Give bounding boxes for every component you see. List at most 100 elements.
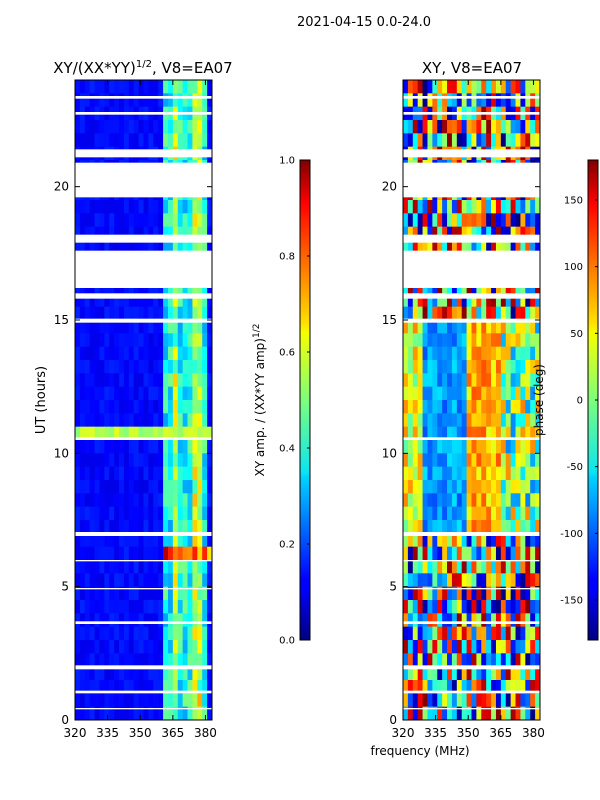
phase-heatmap-cell [486, 440, 492, 454]
phase-heatmap-cell [412, 666, 419, 681]
phase-heatmap-cell [432, 213, 438, 228]
amp-heatmap-cell [153, 666, 159, 681]
phase-heatmap-cell [451, 653, 458, 668]
phase-heatmap-cell [481, 466, 487, 481]
amp-heatmap-cell [104, 120, 110, 134]
phase-heatmap-cell [481, 613, 487, 628]
phase-heatmap-cell [407, 293, 414, 308]
amp-heatmap-cell [172, 373, 179, 388]
phase-heatmap-cell [495, 133, 502, 148]
amp-heatmap-cell [104, 480, 110, 494]
amp-heatmap-cell [114, 320, 120, 334]
amp-heatmap-cell [109, 213, 115, 228]
amp-heatmap-cell [133, 413, 140, 428]
phase-heatmap-cell [442, 613, 448, 628]
amp-heatmap-cell [167, 133, 174, 148]
amp-heatmap-cell [207, 226, 212, 241]
phase-heatmap-cell [432, 226, 438, 241]
amp-heatmap-cell [148, 240, 154, 254]
phase-heatmap-cell [466, 226, 473, 241]
phase-heatmap-cell [456, 120, 463, 134]
phase-heatmap-cell [505, 600, 512, 614]
amp-heatmap-cell [192, 240, 198, 254]
phase-heatmap-cell [486, 133, 492, 148]
phase-heatmap-cell [403, 93, 409, 108]
phase-heatmap-cell [466, 680, 473, 694]
phase-heatmap-cell [525, 200, 531, 214]
amp-heatmap-cell [177, 493, 184, 508]
amp-heatmap-cell [158, 120, 164, 134]
amp-heatmap-cell [177, 440, 184, 454]
amp-heatmap-cell [109, 360, 115, 374]
amp-colorbar-label: XY amp. / (XX*YY amp)1/2 [252, 324, 267, 477]
phase-heatmap-cell [412, 80, 419, 94]
amp-heatmap-cell [123, 306, 130, 321]
amp-heatmap-cell [99, 133, 105, 148]
amp-gap-band [75, 149, 212, 158]
phase-heatmap-cell [422, 653, 429, 668]
amp-heatmap-cell [99, 213, 105, 228]
amp-heatmap-cell [104, 320, 110, 334]
amp-heatmap-cell [158, 400, 164, 414]
amp-heatmap-cell [109, 533, 115, 548]
phase-heatmap-cell [486, 573, 492, 588]
phase-heatmap-cell [432, 466, 438, 481]
amp-heatmap-cell [133, 586, 140, 601]
amp-heatmap-cell [109, 693, 115, 708]
phase-heatmap-cell [417, 533, 424, 548]
amp-heatmap-cell [99, 453, 105, 468]
phase-heatmap-cell [471, 466, 477, 481]
amp-heatmap-cell [123, 426, 130, 441]
amp-heatmap-cell [197, 586, 203, 601]
amp-heatmap-cell [94, 680, 101, 694]
amp-heatmap-cell [172, 413, 179, 428]
amp-heatmap-cell [172, 653, 179, 668]
phase-heatmap-cell [476, 560, 482, 574]
phase-heatmap-cell [466, 573, 473, 588]
phase-heatmap-cell [515, 560, 522, 574]
amp-heatmap-cell [128, 706, 135, 720]
phase-heatmap-cell [535, 226, 540, 241]
phase-heatmap-cell [466, 413, 473, 428]
phase-heatmap-cell [530, 440, 536, 454]
phase-heatmap-cell [535, 346, 540, 361]
phase-heatmap-cell [510, 240, 517, 254]
phase-heatmap-cell [407, 133, 414, 148]
amp-heatmap-cell [158, 320, 164, 334]
amp-heatmap-cell [153, 333, 159, 348]
amp-heatmap-cell [99, 120, 105, 134]
phase-heatmap-cell [495, 440, 502, 454]
phase-heatmap-cell [535, 640, 540, 654]
phase-heatmap-cell [456, 693, 463, 708]
phase-heatmap-cell [412, 200, 419, 214]
amp-heatmap-cell [89, 706, 96, 720]
phase-heatmap-cell [530, 520, 536, 534]
phase-heatmap-cell [510, 560, 517, 574]
amp-heatmap-cell [104, 440, 110, 454]
amp-heatmap-cell [153, 586, 159, 601]
amp-x-tick-label: 335 [96, 726, 119, 740]
amp-heatmap-cell [163, 613, 169, 628]
amp-heatmap-cell [109, 293, 115, 308]
phase-heatmap-cell [422, 600, 429, 614]
amp-heatmap-cell [94, 480, 101, 494]
phase-heatmap-cell [432, 440, 438, 454]
phase-heatmap-cell [447, 480, 453, 494]
amp-heatmap-cell [148, 680, 154, 694]
amp-heatmap-cell [75, 360, 81, 374]
phase-heatmap-cell [530, 706, 536, 720]
phase-heatmap-cell [505, 440, 512, 454]
phase-heatmap-cell [451, 600, 458, 614]
amp-heatmap-cell [94, 93, 101, 108]
phase-heatmap-cell [510, 213, 517, 228]
phase-heatmap-cell [417, 400, 424, 414]
phase-heatmap-cell [447, 600, 453, 614]
amp-heatmap-cell [89, 560, 96, 574]
phase-heatmap-cell [505, 706, 512, 720]
amp-heatmap-cell [207, 480, 212, 494]
amp-heatmap-cell [172, 306, 179, 321]
amp-heatmap-cell [207, 346, 212, 361]
amp-heatmap-cell [75, 133, 81, 148]
phase-heatmap-cell [412, 426, 419, 441]
